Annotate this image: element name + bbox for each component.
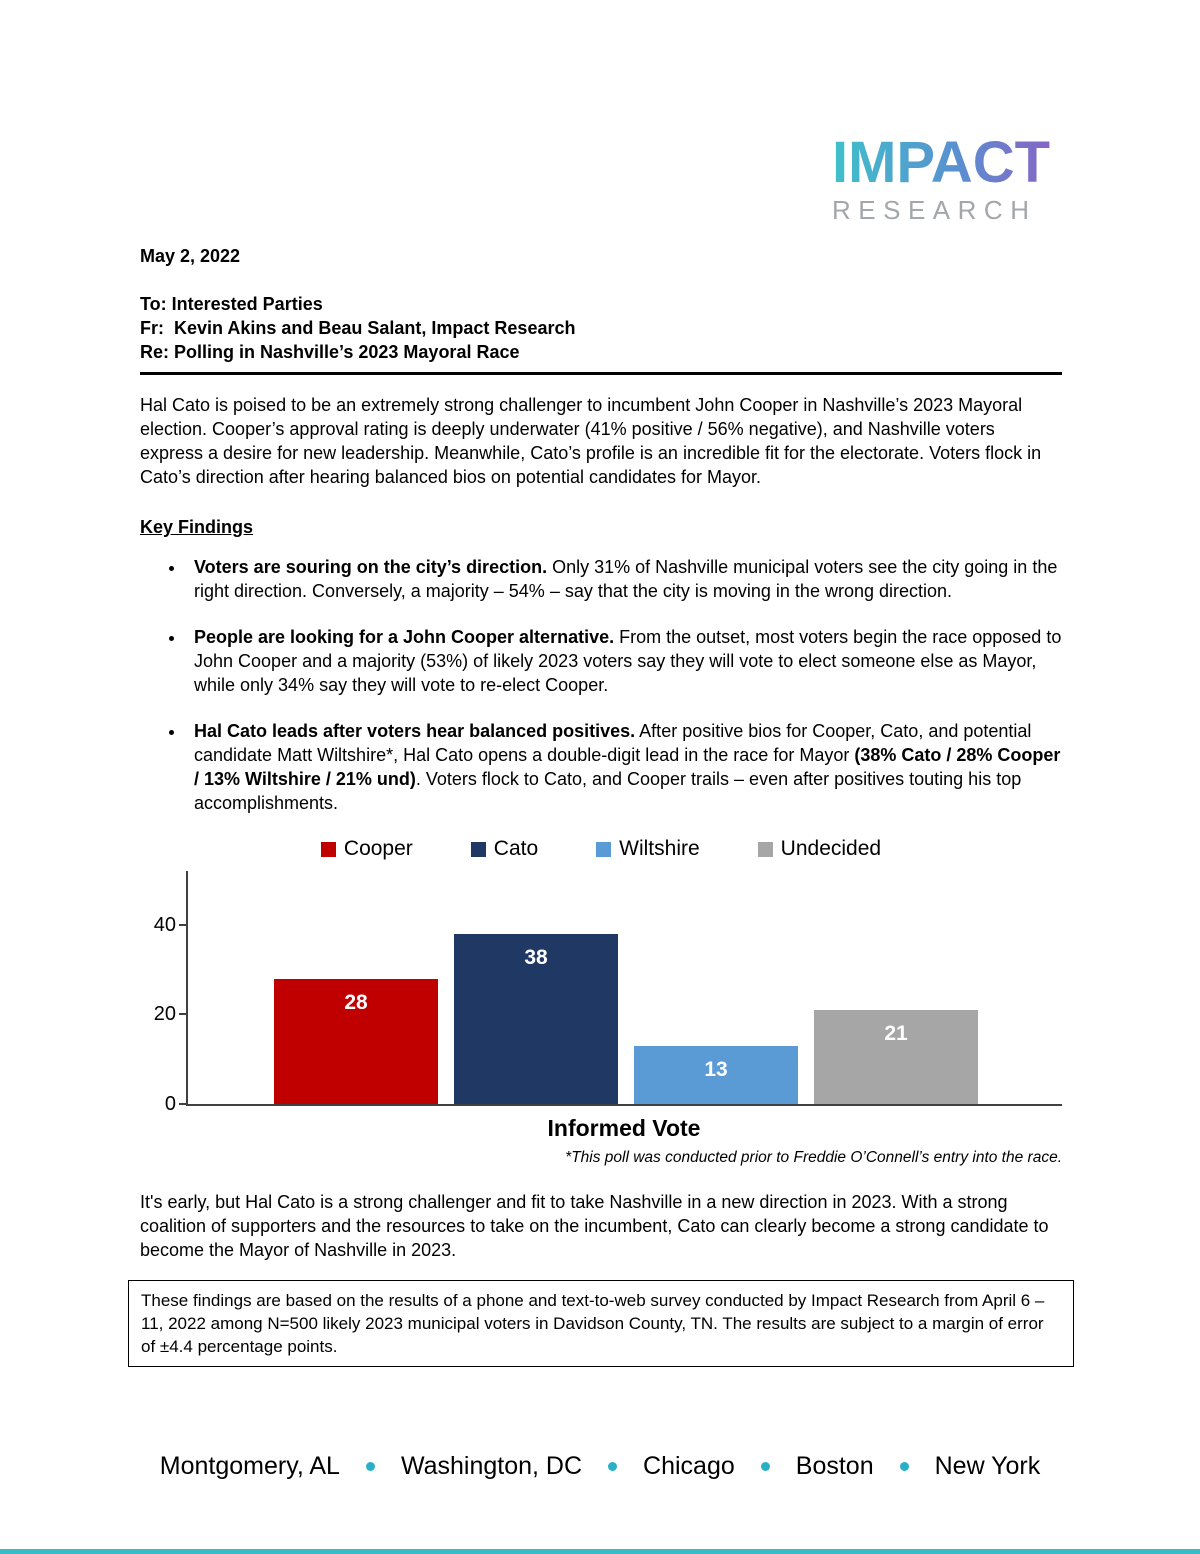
closing-paragraph: It's early, but Hal Cato is a strong cha… [140,1192,1049,1260]
bar-cooper: 28 [274,978,438,1104]
memo-to-line: To: Interested Parties [140,294,323,314]
chart-legend: Cooper Cato Wiltshire Undecided [140,837,1062,861]
bar-cato: 38 [454,933,618,1104]
legend-label: Cato [493,837,539,860]
y-tick-label: 40 [153,913,176,936]
memo-date: May 2, 2022 [140,246,241,266]
footer-cities: Montgomery, AL Washington, DC Chicago Bosto… [0,1452,1200,1481]
bottom-accent-bar [0,1549,1200,1554]
key-finding-text: Only 31% of Nashville municipal voters s… [194,557,1058,601]
bar-undecided: 21 [814,1009,978,1104]
legend-swatch [320,841,336,857]
methodology-box: These findings are based on the results … [128,1280,1074,1367]
legend-item-cooper: Cooper [320,837,413,861]
key-finding-item: Hal Cato leads after voters hear balance… [186,719,1062,815]
city-separator-dot [760,1462,770,1471]
header-divider [140,372,1062,375]
footer-city: Chicago [643,1452,735,1480]
y-tick-label: 20 [153,1003,176,1026]
bar-value-label: 28 [344,990,368,1014]
key-finding-text: . Voters flock to Cato, and Cooper trail… [194,769,1022,813]
city-separator-dot [608,1462,618,1471]
chart-x-axis-title: Informed Vote [547,1115,701,1141]
footer-city: Washington, DC [400,1452,583,1480]
bar-wiltshire: 13 [634,1045,798,1104]
memo-re-line: Re: Polling in Nashville’s 2023 Mayoral … [140,342,520,362]
footer-city: Montgomery, AL [159,1452,340,1480]
key-finding-lead: Voters are souring on the city’s directi… [194,557,548,577]
legend-label: Wiltshire [619,837,700,860]
memo-from-line: Fr: Kevin Akins and Beau Salant, Impact … [140,318,576,338]
city-separator-dot [899,1462,909,1471]
legend-swatch [596,841,612,857]
legend-item-wiltshire: Wiltshire [596,837,700,861]
legend-label: Cooper [343,837,413,860]
legend-item-undecided: Undecided [757,837,882,861]
logo-subtitle: RESEARCH [832,195,1037,225]
y-tick-mark [179,923,187,926]
footer-city: Boston [795,1452,874,1480]
chart-plot: 28 38 13 21 0 20 40 [154,871,1062,1115]
legend-item-cato: Cato [470,837,539,861]
legend-label: Undecided [780,837,882,860]
key-findings-list: Voters are souring on the city’s directi… [140,555,1062,815]
y-tick-mark [179,1013,187,1016]
key-finding-item: Voters are souring on the city’s directi… [186,555,1062,603]
legend-swatch [470,841,486,857]
key-finding-lead: Hal Cato leads after voters hear balance… [194,721,636,741]
y-tick-mark [179,1103,187,1105]
key-finding-lead: People are looking for a John Cooper alt… [194,627,615,647]
intro-paragraph: Hal Cato is poised to be an extremely st… [140,395,1042,487]
y-tick-label: 0 [164,1093,176,1115]
chart-bars: 28 38 13 21 [274,933,978,1104]
city-separator-dot [365,1462,375,1471]
footer-city: New York [934,1452,1041,1480]
bar-value-label: 21 [884,1021,908,1045]
key-findings-heading: Key Findings [140,517,254,537]
key-finding-item: People are looking for a John Cooper alt… [186,625,1062,697]
memo-body: May 2, 2022 To: Interested Parties Fr: K… [128,244,1074,1367]
key-finding-lead: (38% Cato / 28% Cooper / 13% Wiltshire /… [194,745,1061,789]
key-finding-text: After positive bios for Cooper, Cato, an… [194,721,1032,765]
chart-footnote: *This poll was conducted prior to Freddi… [565,1149,1062,1166]
logo-wordmark: IMPACT [832,134,1062,192]
bar-value-label: 38 [524,945,548,969]
impact-research-logo: IMPACT RESEARCH [832,134,1062,226]
key-finding-text: From the outset, most voters begin the r… [194,627,1062,695]
bar-value-label: 13 [704,1057,728,1081]
legend-swatch [757,841,773,857]
